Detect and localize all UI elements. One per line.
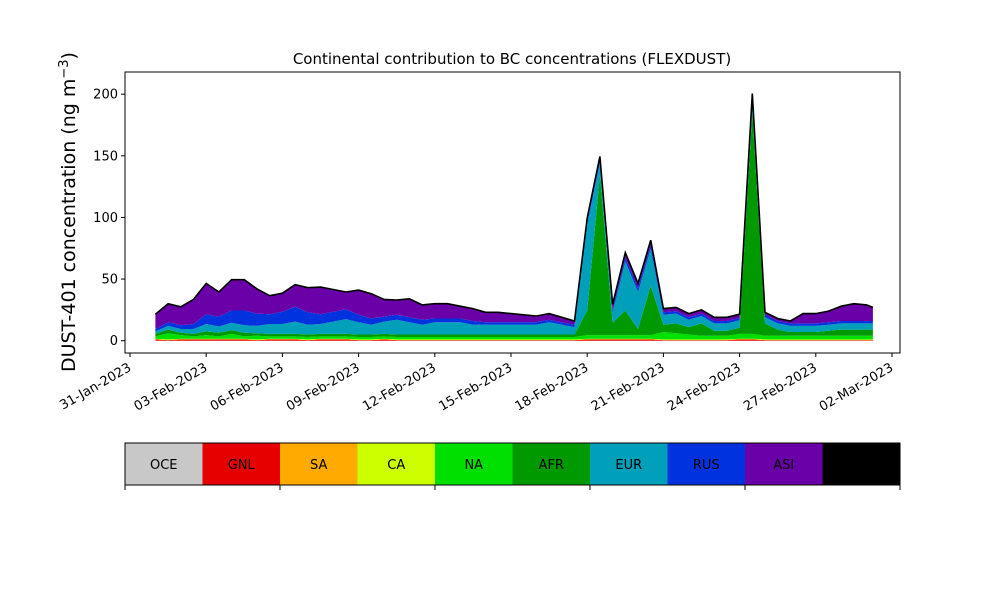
x-axis-ticks: 31-Jan-202303-Feb-202306-Feb-202309-Feb-… [57, 353, 896, 415]
x-tick-label: 06-Feb-2023 [208, 360, 287, 414]
y-axis-label: DUST-401 concentration (ng m−3) [57, 52, 80, 372]
y-axis-label-sup: −3 [57, 59, 72, 78]
legend-label-ca: CA [387, 458, 405, 473]
x-tick-label: 12-Feb-2023 [360, 360, 439, 414]
legend-swatch-eur [590, 443, 668, 485]
legend-swatch-asi [745, 443, 823, 485]
x-tick-label: 24-Feb-2023 [665, 360, 744, 414]
legend-label-aus: AUS [848, 458, 875, 473]
x-tick-label: 02-Mar-2023 [817, 360, 896, 414]
y-tick-label: 150 [93, 149, 118, 164]
legend-swatch-na [435, 443, 513, 485]
x-tick-label: 18-Feb-2023 [513, 360, 592, 414]
x-tick-label: 09-Feb-2023 [284, 360, 363, 414]
y-axis-ticks: 0 50 100 150 200 [93, 88, 125, 349]
area-ca [155, 338, 873, 341]
legend-swatch-aus [822, 443, 900, 485]
plot-frame [124, 71, 901, 354]
legend-swatch-sa [280, 443, 358, 485]
x-tick-label: 27-Feb-2023 [741, 360, 820, 414]
y-tick-label: 50 [101, 273, 118, 288]
area-asi [155, 93, 873, 329]
legend-label-rus: RUS [693, 458, 720, 473]
area-gnl [155, 339, 873, 341]
y-tick-label: 0 [110, 334, 118, 349]
x-tick-label: 15-Feb-2023 [436, 360, 515, 414]
legend-label-gnl: GNL [228, 458, 256, 473]
y-axis-label-close: ) [58, 52, 80, 59]
y-axis-label-main: DUST-401 concentration (ng m [58, 79, 80, 372]
legend-label-na: NA [464, 458, 483, 473]
x-tick-label: 21-Feb-2023 [589, 360, 668, 414]
legend-label-sa: SA [310, 458, 327, 473]
legend-label-asi: ASI [773, 458, 794, 473]
legend-swatch-afr [512, 443, 590, 485]
region-color-legend: OCE GNL SA CA NA AFR EUR RUS ASI AUS [124, 442, 901, 490]
legend-label-eur: EUR [615, 458, 642, 473]
legend-swatch-gnl [202, 443, 280, 485]
total-concentration-line [154, 93, 874, 323]
legend-label-oce: OCE [150, 458, 178, 473]
area-aus [155, 93, 873, 321]
legend-label-afr: AFR [539, 458, 564, 473]
legend-swatch-oce [125, 443, 203, 485]
y-tick-label: 200 [93, 88, 118, 103]
legend-swatch-ca [357, 443, 435, 485]
x-tick-label: 03-Feb-2023 [132, 360, 211, 414]
y-tick-label: 100 [93, 211, 118, 226]
legend-swatch-rus [667, 443, 745, 485]
stacked-area-layers [155, 93, 873, 341]
chart-title: Continental contribution to BC concentra… [293, 50, 731, 68]
area-na [155, 332, 873, 340]
legend-frame [124, 442, 901, 486]
